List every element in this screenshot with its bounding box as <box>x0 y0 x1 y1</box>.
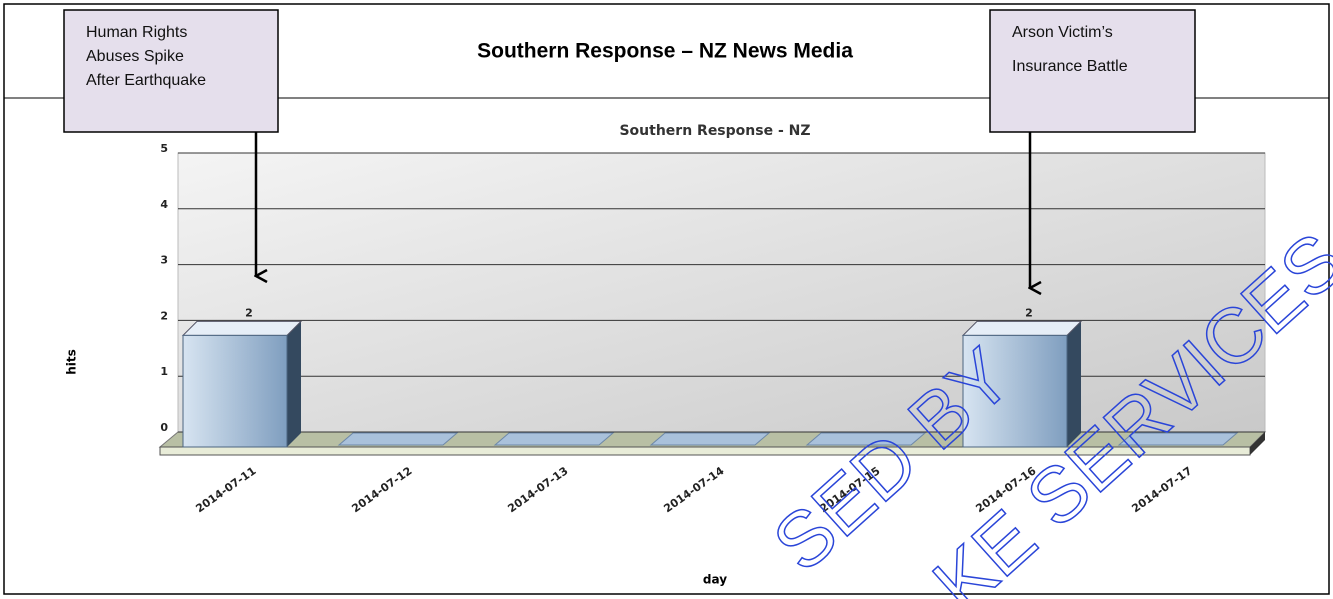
annotation-box <box>989 9 1196 133</box>
x-tick-label: 2014-07-12 <box>349 464 414 515</box>
bar-side <box>287 321 301 447</box>
bar-top <box>181 320 303 336</box>
annotation-text: Abuses Spike <box>86 48 184 65</box>
back-wall <box>177 152 1266 433</box>
bar <box>962 334 1068 448</box>
y-tick-label: 4 <box>160 198 168 211</box>
annotation-text: Arson Victim’s <box>1012 24 1113 41</box>
annotation-text: Human Rights <box>86 24 187 41</box>
bar <box>1117 432 1239 446</box>
x-tick-label: 2014-07-11 <box>193 464 258 515</box>
annotation-text: After Earthquake <box>86 72 206 89</box>
data-label: 2 <box>245 306 253 319</box>
bar <box>649 432 771 446</box>
y-tick-label: 1 <box>160 365 168 378</box>
bar <box>805 432 927 446</box>
y-tick-label: 2 <box>160 309 168 322</box>
bar-top <box>961 320 1083 336</box>
y-tick-label: 3 <box>160 254 168 267</box>
bar-side <box>1067 321 1081 447</box>
chart-title: Southern Response - NZ <box>619 123 810 139</box>
page-title: Southern Response – NZ News Media <box>477 40 853 63</box>
floor-side <box>1250 432 1265 455</box>
y-axis-label: hits <box>65 349 79 375</box>
x-tick-label: 2014-07-14 <box>661 464 726 515</box>
x-tick-label: 2014-07-13 <box>505 464 570 515</box>
x-axis-label: day <box>703 573 727 587</box>
frame <box>3 3 1330 595</box>
y-tick-label: 0 <box>160 421 168 434</box>
annotation-text: Insurance Battle <box>1012 58 1128 75</box>
bar <box>337 432 459 446</box>
data-label: 2 <box>1025 306 1033 319</box>
y-tick-label: 5 <box>160 142 168 155</box>
annotation-box <box>63 9 279 133</box>
bar <box>493 432 615 446</box>
bar <box>182 334 288 448</box>
